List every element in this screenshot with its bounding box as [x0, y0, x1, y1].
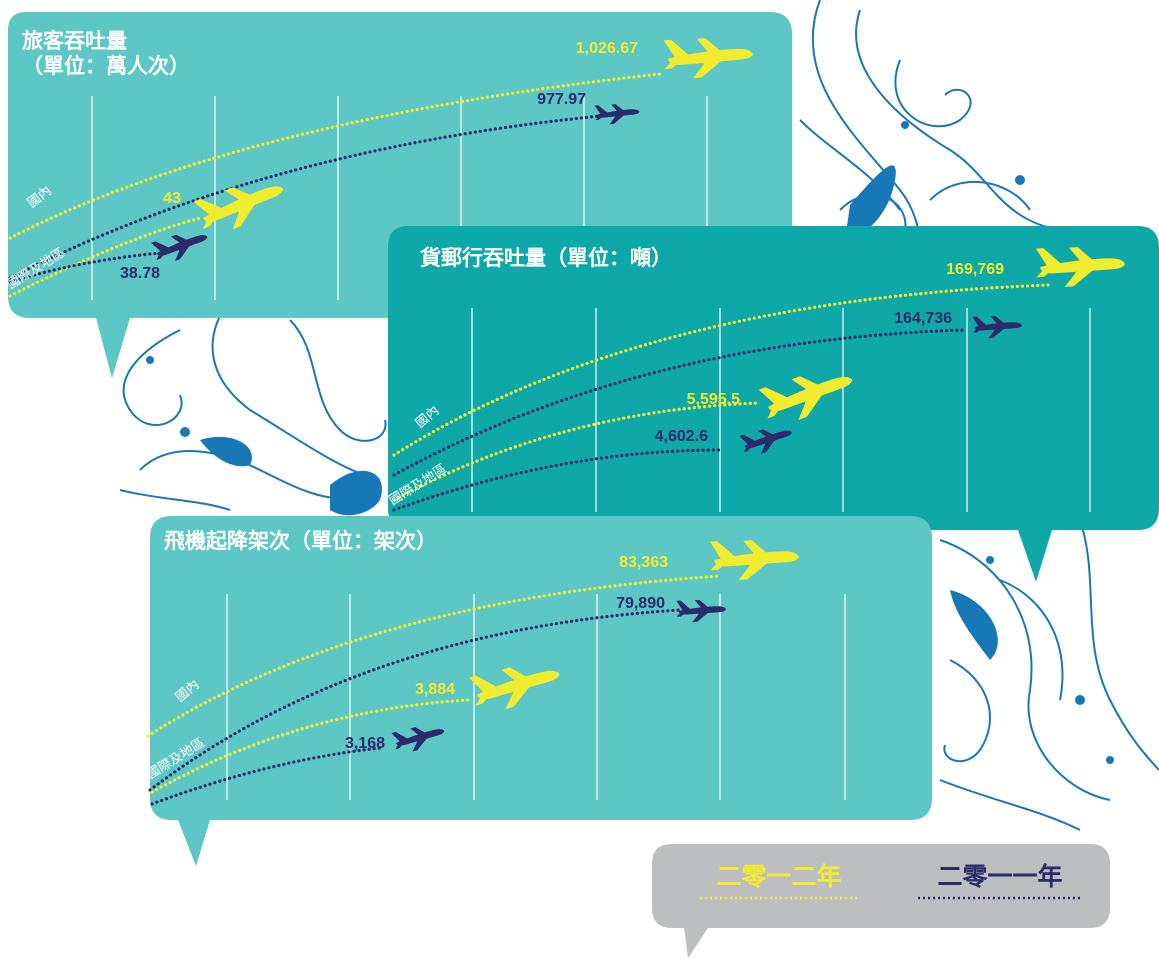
panel-bubble	[150, 516, 932, 866]
series-line-2012	[8, 216, 202, 298]
series-line-2012	[146, 574, 722, 738]
data-label: 38.78	[120, 265, 160, 282]
legend: 二零一二年 二零一一年	[652, 844, 1110, 958]
chart-title: 飛機起降架次（單位：架次）	[164, 529, 437, 553]
chart-title: （單位：萬人次）	[22, 54, 190, 78]
series-line-2011	[8, 114, 602, 280]
legend-label-2011: 二零一一年	[937, 862, 1062, 891]
chart-title: 貨郵行吞吐量（單位：噸）	[420, 246, 672, 270]
series-line-2012	[392, 283, 1052, 457]
data-label: 3,884	[415, 681, 455, 698]
series-line-2011	[392, 328, 967, 477]
data-label: 79,890	[616, 595, 665, 612]
chart-title: 旅客吞吐量	[22, 29, 127, 53]
swirl-dots	[146, 121, 1114, 764]
series-line-2011	[150, 746, 382, 806]
data-label: 1,026.67	[576, 40, 638, 57]
data-label: 43	[163, 190, 181, 207]
movements-panel: 飛機起降架次（單位：架次）83,36379,8903,8843,168國內國際及…	[144, 516, 932, 866]
legend-label-2012: 二零一二年	[716, 862, 841, 891]
series-line-2011	[8, 250, 172, 284]
decorative-swirls	[119, 0, 1159, 831]
data-label: 164,736	[894, 310, 952, 327]
data-label: 169,769	[946, 261, 1004, 278]
data-label: 83,363	[619, 554, 668, 571]
data-label: 5,595.5	[687, 391, 740, 408]
cargo-panel: 貨郵行吞吐量（單位：噸） 169,769 164,736 5,595.5 4,602.6…	[386, 226, 1159, 582]
series-line-2011	[392, 448, 722, 512]
data-label: 3,168	[345, 735, 385, 752]
data-label: 4,602.6	[655, 428, 708, 445]
legend-bubble	[652, 844, 1110, 958]
panel-bubble	[388, 226, 1159, 582]
series-line-2012	[392, 401, 762, 502]
series-line-2012	[8, 72, 662, 240]
data-label: 977.97	[537, 91, 586, 108]
series-line-2011	[148, 608, 682, 792]
